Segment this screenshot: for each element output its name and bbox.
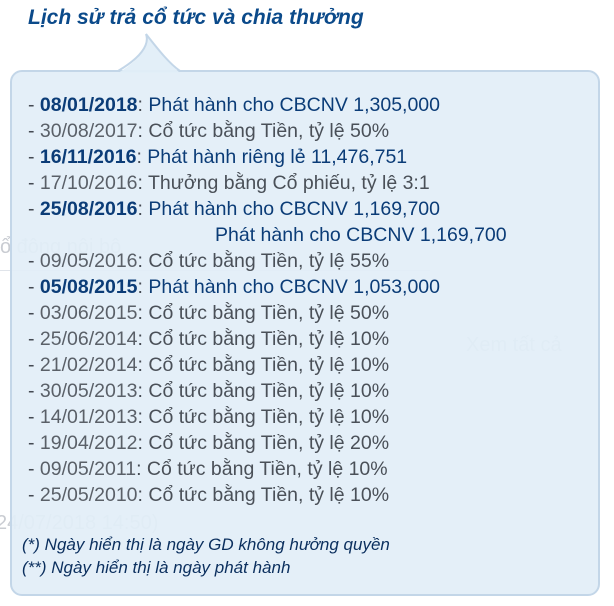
history-description: Cổ tức bằng Tiền, tỷ lệ 10% bbox=[148, 484, 390, 506]
history-description: Phát hành cho CBCNV 1,305,000 bbox=[148, 94, 440, 116]
history-description: Thưởng bằng Cổ phiếu, tỷ lệ 3:1 bbox=[148, 172, 430, 194]
history-description: Phát hành riêng lẻ 11,476,751 bbox=[147, 146, 408, 168]
row-separator: : bbox=[137, 198, 149, 220]
history-description: Cổ tức bằng Tiền, tỷ lệ 10% bbox=[148, 406, 390, 428]
row-bullet: - bbox=[28, 172, 40, 194]
history-row: - 30/08/2017: Cổ tức bằng Tiền, tỷ lệ 50… bbox=[28, 118, 507, 144]
row-bullet: - bbox=[28, 406, 40, 428]
history-row: - 25/06/2014: Cổ tức bằng Tiền, tỷ lệ 10… bbox=[28, 326, 507, 352]
history-row: - 03/06/2015: Cổ tức bằng Tiền, tỷ lệ 50… bbox=[28, 300, 507, 326]
history-description: Cổ tức bằng Tiền, tỷ lệ 20% bbox=[148, 432, 390, 454]
row-separator: : bbox=[137, 328, 149, 350]
history-row: - 16/11/2016: Phát hành riêng lẻ 11,476,… bbox=[28, 144, 507, 170]
history-date: 09/05/2011 bbox=[39, 458, 137, 480]
row-separator: : bbox=[137, 120, 149, 142]
history-date: 17/10/2016 bbox=[39, 172, 138, 194]
footnote-issue-date: (**) Ngày hiển thị là ngày phát hành bbox=[22, 558, 291, 577]
history-row: - 25/05/2010: Cổ tức bằng Tiền, tỷ lệ 10… bbox=[28, 482, 507, 508]
row-separator: : bbox=[137, 172, 149, 194]
history-date: 30/08/2017 bbox=[39, 120, 138, 142]
history-date: 03/06/2015 bbox=[39, 302, 138, 324]
row-bullet: - bbox=[28, 302, 40, 324]
history-date: 09/05/2016 bbox=[39, 250, 138, 272]
history-description: Cổ tức bằng Tiền, tỷ lệ 10% bbox=[148, 328, 390, 350]
history-row: - 25/08/2016: Phát hành cho CBCNV 1,169,… bbox=[28, 196, 507, 222]
history-description: Cổ tức bằng Tiền, tỷ lệ 50% bbox=[148, 120, 390, 142]
history-date: 21/02/2014 bbox=[39, 354, 138, 376]
history-row: - 09/05/2011: Cổ tức bằng Tiền, tỷ lệ 10… bbox=[28, 456, 507, 482]
row-separator: : bbox=[137, 432, 149, 454]
tooltip-pointer bbox=[117, 33, 181, 73]
row-bullet: - bbox=[28, 380, 40, 402]
history-description: Cổ tức bằng Tiền, tỷ lệ 50% bbox=[148, 302, 390, 324]
row-bullet: - bbox=[28, 94, 40, 116]
dividend-history-title: Lịch sử trả cổ tức và chia thưởng bbox=[28, 6, 364, 29]
history-description: Cổ tức bằng Tiền, tỷ lệ 10% bbox=[146, 458, 388, 480]
history-date: 25/08/2016 bbox=[39, 198, 138, 220]
row-separator: : bbox=[136, 146, 148, 168]
history-description: Phát hành cho CBCNV 1,053,000 bbox=[148, 276, 440, 298]
history-description: Phát hành cho CBCNV 1,169,700 bbox=[148, 198, 440, 220]
dividend-history-list: - 08/01/2018: Phát hành cho CBCNV 1,305,… bbox=[28, 92, 507, 508]
row-separator: : bbox=[137, 484, 149, 506]
history-date: 19/04/2012 bbox=[39, 432, 138, 454]
history-date: 16/11/2016 bbox=[39, 146, 137, 168]
history-row: - 08/01/2018: Phát hành cho CBCNV 1,305,… bbox=[28, 92, 507, 118]
dividend-history-tooltip bbox=[10, 70, 600, 596]
row-separator: : bbox=[137, 302, 149, 324]
history-row: - 19/04/2012: Cổ tức bằng Tiền, tỷ lệ 20… bbox=[28, 430, 507, 456]
history-row: - 17/10/2016: Thưởng bằng Cổ phiếu, tỷ l… bbox=[28, 170, 507, 196]
row-bullet: - bbox=[28, 276, 40, 298]
row-separator: : bbox=[137, 354, 149, 376]
history-date: 25/05/2010 bbox=[39, 484, 138, 506]
row-bullet: - bbox=[28, 354, 40, 376]
row-bullet: - bbox=[28, 198, 40, 220]
row-bullet: - bbox=[28, 120, 40, 142]
history-date: 25/06/2014 bbox=[39, 328, 138, 350]
history-row: - 21/02/2014: Cổ tức bằng Tiền, tỷ lệ 10… bbox=[28, 352, 507, 378]
history-description: Cổ tức bằng Tiền, tỷ lệ 55% bbox=[148, 250, 390, 272]
row-bullet: - bbox=[28, 432, 40, 454]
row-separator: : bbox=[137, 380, 149, 402]
footnote-ex-rights: (*) Ngày hiển thị là ngày GD không hưởng… bbox=[22, 535, 390, 554]
row-bullet: - bbox=[28, 250, 40, 272]
row-separator: : bbox=[137, 250, 149, 272]
row-separator: : bbox=[136, 458, 147, 480]
row-bullet: - bbox=[28, 328, 40, 350]
history-row: - 09/05/2016: Cổ tức bằng Tiền, tỷ lệ 55… bbox=[28, 248, 507, 274]
row-bullet: - bbox=[28, 458, 40, 480]
history-description: Cổ tức bằng Tiền, tỷ lệ 10% bbox=[148, 380, 390, 402]
row-separator: : bbox=[137, 276, 149, 298]
row-bullet: - bbox=[28, 146, 40, 168]
history-row: - 30/05/2013: Cổ tức bằng Tiền, tỷ lệ 10… bbox=[28, 378, 507, 404]
history-row: - 05/08/2015: Phát hành cho CBCNV 1,053,… bbox=[28, 274, 507, 300]
history-date: 08/01/2018 bbox=[39, 94, 138, 116]
footnotes: (*) Ngày hiển thị là ngày GD không hưởng… bbox=[22, 533, 390, 579]
history-description: Cổ tức bằng Tiền, tỷ lệ 10% bbox=[148, 354, 390, 376]
history-row: - 14/01/2013: Cổ tức bằng Tiền, tỷ lệ 10… bbox=[28, 404, 507, 430]
history-date: 14/01/2013 bbox=[39, 406, 138, 428]
history-row-continuation: Phát hành cho CBCNV 1,169,700 bbox=[215, 224, 507, 246]
row-separator: : bbox=[137, 94, 149, 116]
history-date: 30/05/2013 bbox=[39, 380, 138, 402]
row-separator: : bbox=[137, 406, 149, 428]
history-date: 05/08/2015 bbox=[39, 276, 138, 298]
row-bullet: - bbox=[28, 484, 40, 506]
